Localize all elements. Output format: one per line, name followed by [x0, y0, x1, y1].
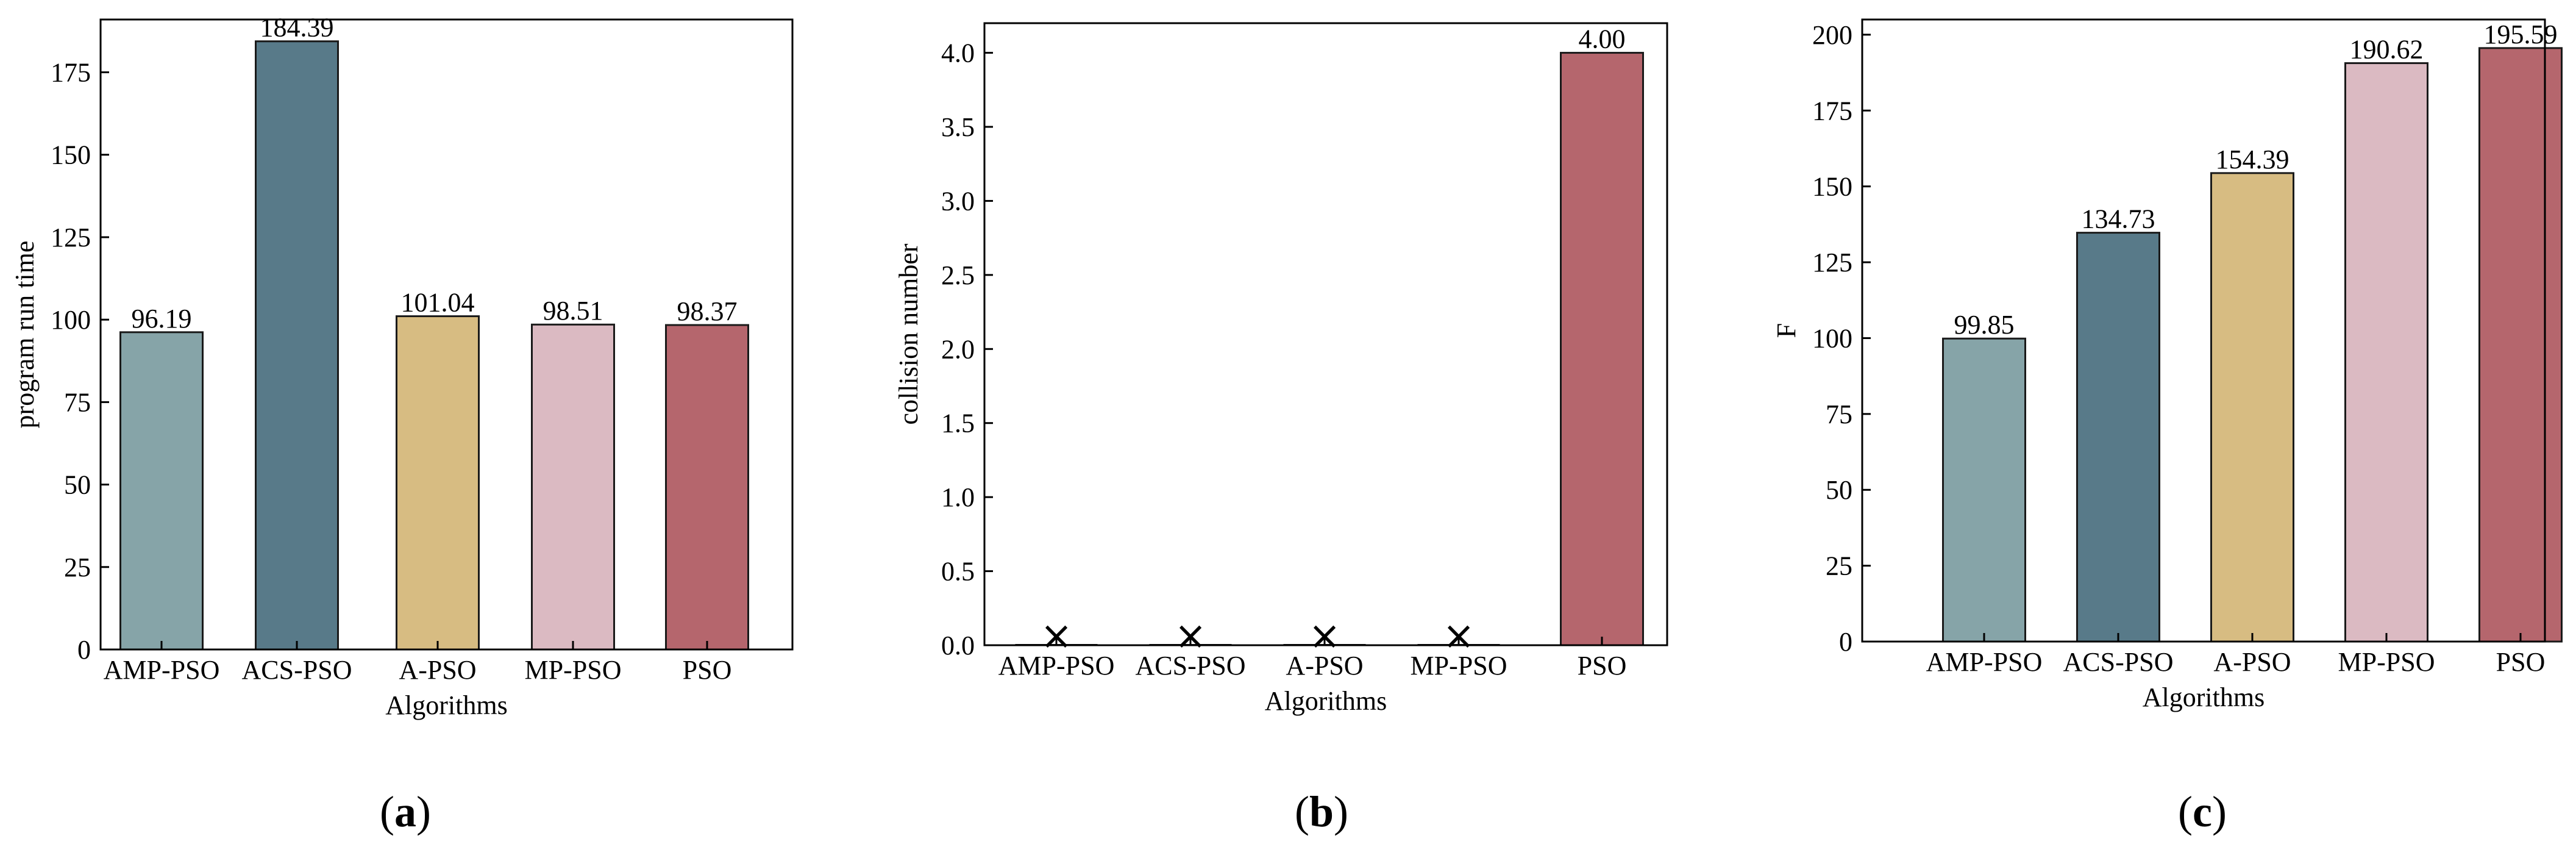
data-label-pso: 98.37	[677, 296, 738, 326]
zero-marker-a-pso: ×	[1308, 614, 1341, 659]
y-tick-label: 175	[51, 58, 91, 88]
bar-pso	[1560, 52, 1644, 646]
y-tick-label: 175	[1812, 96, 1852, 126]
data-label-pso: 195.59	[2484, 20, 2558, 49]
y-tick-label: 0.5	[941, 557, 975, 587]
bar-amp-pso	[119, 331, 204, 651]
bar-a-pso	[2210, 172, 2294, 643]
x-axis-title: Algorithms	[2143, 682, 2265, 712]
x-tick-label-pso: PSO	[1578, 651, 1627, 681]
y-tick-label: 25	[1826, 551, 1852, 581]
x-tick-label-a-pso: A-PSO	[2213, 647, 2291, 677]
y-tick-label: 4.0	[941, 38, 975, 68]
y-tick-label: 2.5	[941, 260, 975, 290]
y-tick-label: 3.0	[941, 186, 975, 216]
y-tick-label: 150	[1812, 172, 1852, 202]
panel-label: (c)	[2178, 787, 2227, 836]
y-tick-label: 50	[64, 470, 91, 500]
panel-label-open: (	[380, 787, 394, 836]
x-tick-label-amp-pso: AMP-PSO	[104, 655, 220, 685]
x-tick-label-acs-pso: ACS-PSO	[242, 655, 352, 685]
y-tick-label: 150	[51, 140, 91, 170]
y-tick-label: 50	[1826, 475, 1852, 505]
data-label-pso: 4.00	[1579, 24, 1626, 54]
panel-label-open: (	[1295, 787, 1309, 836]
panel-label: (a)	[380, 787, 431, 836]
y-tick-label: 0	[77, 635, 91, 665]
x-tick-label-mp-pso: MP-PSO	[1411, 651, 1507, 681]
y-tick-label: 75	[1826, 399, 1852, 429]
data-label-mp-pso: 98.51	[543, 296, 603, 326]
panel-label-close: )	[416, 787, 431, 836]
panel-label: (b)	[1295, 787, 1348, 836]
data-label-acs-pso: 184.39	[260, 13, 334, 43]
y-tick-label: 100	[51, 305, 91, 335]
panel-label-open: (	[2178, 787, 2193, 836]
bar-amp-pso	[1942, 337, 2026, 643]
x-axis-title: Algorithms	[385, 690, 507, 720]
data-label-a-pso: 101.04	[401, 288, 475, 318]
y-tick-label: 1.0	[941, 482, 975, 512]
y-tick-label: 100	[1812, 323, 1852, 353]
x-tick-label-acs-pso: ACS-PSO	[2063, 647, 2174, 677]
data-label-a-pso: 154.39	[2216, 145, 2290, 174]
panel-label-close: )	[1334, 787, 1348, 836]
zero-marker-amp-pso: ×	[1040, 614, 1073, 659]
x-tick-label-a-pso: A-PSO	[1286, 651, 1363, 681]
x-tick-label-amp-pso: AMP-PSO	[1926, 647, 2043, 677]
y-tick-label: 1.5	[941, 409, 975, 438]
bar-acs-pso	[2076, 232, 2160, 643]
x-tick-label-mp-pso: MP-PSO	[525, 655, 622, 685]
y-axis-title: F	[1771, 323, 1801, 338]
y-tick-label: 200	[1812, 20, 1852, 50]
chart-panel-a: 96.19 184.39 101.04 98.51 98.37 0 25 50 75 100 125…	[10, 13, 794, 836]
bar-pso	[2478, 47, 2563, 643]
bar-mp-pso	[531, 323, 615, 651]
bar-pso	[665, 324, 749, 651]
x-tick-label-pso: PSO	[683, 655, 732, 685]
panel-label-letter: c	[2193, 787, 2212, 836]
x-tick-label-mp-pso: MP-PSO	[2338, 647, 2435, 677]
bar-a-pso	[396, 315, 480, 651]
y-tick-label: 125	[51, 223, 91, 252]
data-label-amp-pso: 96.19	[132, 304, 192, 334]
y-tick-label: 0	[1839, 627, 1852, 657]
axes-frame	[1861, 18, 2546, 643]
y-axis-title: program run time	[10, 241, 40, 429]
x-tick-label-a-pso: A-PSO	[399, 655, 476, 685]
data-label-acs-pso: 134.73	[2082, 204, 2155, 234]
axes-frame	[99, 18, 794, 651]
chart-panel-c: 99.85 134.73 154.39 190.62 195.59 0 25 50 75 100 1…	[1771, 18, 2563, 836]
y-tick-label: 2.0	[941, 334, 975, 364]
y-axis-title: collision number	[894, 243, 923, 424]
zero-marker-mp-pso: ×	[1442, 614, 1475, 659]
data-label-amp-pso: 99.85	[1954, 310, 2015, 340]
x-axis-title: Algorithms	[1265, 686, 1387, 716]
bar-mp-pso	[2344, 62, 2428, 643]
chart-panel-b: × × × × 4.00 0.0 0.5 1.0 1.5 2.0 2.5 3.0 3.5 4.0 AMP-P…	[894, 22, 1668, 836]
x-tick-label-pso: PSO	[2496, 647, 2546, 677]
x-tick-label-acs-pso: ACS-PSO	[1136, 651, 1246, 681]
panel-label-close: )	[2212, 787, 2227, 836]
y-tick-label: 125	[1812, 248, 1852, 277]
bar-acs-pso	[255, 40, 339, 651]
y-tick-label: 3.5	[941, 112, 975, 142]
zero-marker-acs-pso: ×	[1174, 614, 1207, 659]
panel-label-letter: a	[394, 787, 416, 836]
y-tick-label: 25	[64, 553, 91, 582]
x-tick-label-amp-pso: AMP-PSO	[998, 651, 1115, 681]
y-tick-label: 0.0	[941, 631, 975, 660]
axes-frame	[983, 22, 1668, 646]
data-label-mp-pso: 190.62	[2350, 35, 2424, 65]
panel-label-letter: b	[1309, 787, 1334, 836]
y-tick-label: 75	[64, 387, 91, 417]
